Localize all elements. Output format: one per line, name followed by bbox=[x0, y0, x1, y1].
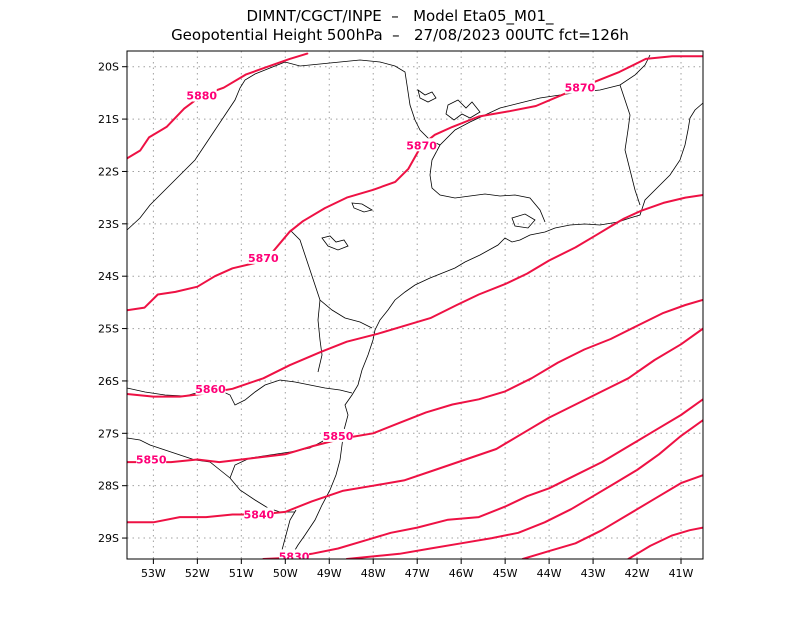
contour-label: 5870 bbox=[248, 252, 279, 265]
height-contours: 5880 5870 5870 5870 5860 5850 5850 5840 5830 bbox=[127, 52, 703, 563]
contour-line-5800 bbox=[627, 526, 703, 559]
reservoir bbox=[445, 99, 481, 121]
contour-line-5880 bbox=[127, 52, 309, 160]
lat-tick-label: 23S bbox=[98, 218, 119, 231]
reservoir bbox=[321, 235, 349, 251]
lon-tick-label: 46W bbox=[449, 567, 474, 580]
contour-label-background bbox=[248, 250, 279, 264]
lon-tick-label: 49W bbox=[317, 567, 342, 580]
contour-label-background bbox=[279, 549, 310, 559]
lon-tick-label: 47W bbox=[405, 567, 430, 580]
lat-tick-label: 26S bbox=[98, 375, 119, 388]
lat-tick-label: 25S bbox=[98, 323, 119, 336]
river bbox=[317, 299, 323, 373]
contour-label: 5830 bbox=[279, 550, 310, 563]
contour-label-background bbox=[195, 381, 226, 395]
lat-tick-label: 29S bbox=[98, 532, 119, 545]
plot-frame bbox=[126, 50, 704, 560]
map-title-line2: Geopotential Height 500hPa – 27/08/2023 … bbox=[171, 26, 629, 44]
lat-tick-label: 22S bbox=[98, 165, 119, 178]
contour-line-5820 bbox=[345, 419, 703, 559]
contour-label: 5850 bbox=[323, 430, 354, 443]
coastline bbox=[289, 102, 703, 559]
state-border bbox=[289, 229, 373, 329]
contour-label-background bbox=[243, 507, 274, 521]
state-border bbox=[127, 437, 295, 513]
reservoir bbox=[417, 89, 437, 103]
contour-line-5850 bbox=[127, 298, 703, 464]
lon-tick-label: 42W bbox=[625, 567, 650, 580]
contour-line-5810 bbox=[521, 474, 703, 559]
lon-tick-label: 43W bbox=[581, 567, 606, 580]
coastline-and-borders bbox=[127, 54, 703, 559]
reservoir bbox=[351, 202, 374, 213]
axis-ticks: 53W 52W 51W 50W 49W 48W 47W 46W 45W 44W 43W 42W 41W 2… bbox=[98, 61, 694, 580]
lon-tick-label: 41W bbox=[669, 567, 694, 580]
lon-tick-label: 52W bbox=[185, 567, 210, 580]
lat-tick-label: 20S bbox=[98, 61, 119, 74]
state-border bbox=[127, 379, 353, 406]
lat-tick-label: 24S bbox=[98, 270, 119, 283]
contour-label-background bbox=[564, 80, 595, 94]
lon-tick-label: 51W bbox=[229, 567, 254, 580]
contour-label-background bbox=[186, 88, 217, 102]
contour-line-5830 bbox=[262, 398, 703, 559]
contour-label: 5870 bbox=[565, 82, 596, 95]
contour-label: 5880 bbox=[186, 90, 217, 103]
contour-line-5860 bbox=[127, 194, 703, 398]
lat-tick-label: 27S bbox=[98, 427, 119, 440]
lon-tick-label: 50W bbox=[273, 567, 298, 580]
lat-tick-label: 21S bbox=[98, 113, 119, 126]
island bbox=[511, 213, 536, 229]
state-border bbox=[229, 431, 341, 479]
contour-line-5840 bbox=[127, 327, 703, 524]
contour-label-background bbox=[406, 138, 437, 152]
contour-label-background bbox=[136, 452, 167, 466]
lon-tick-label: 53W bbox=[141, 567, 166, 580]
contour-label: 5840 bbox=[244, 508, 275, 521]
state-border bbox=[127, 54, 651, 231]
state-border bbox=[619, 84, 641, 206]
contour-label-background bbox=[323, 428, 354, 442]
contour-label: 5860 bbox=[195, 383, 226, 396]
lon-tick-label: 44W bbox=[537, 567, 562, 580]
lat-tick-label: 28S bbox=[98, 480, 119, 493]
contour-label: 5870 bbox=[406, 139, 437, 152]
lon-tick-label: 45W bbox=[493, 567, 518, 580]
contour-label: 5850 bbox=[136, 453, 167, 466]
state-border bbox=[429, 144, 546, 223]
lon-tick-label: 48W bbox=[361, 567, 386, 580]
map-title-line1: DIMNT/CGCT/INPE – Model Eta05_M01_ bbox=[246, 7, 554, 25]
